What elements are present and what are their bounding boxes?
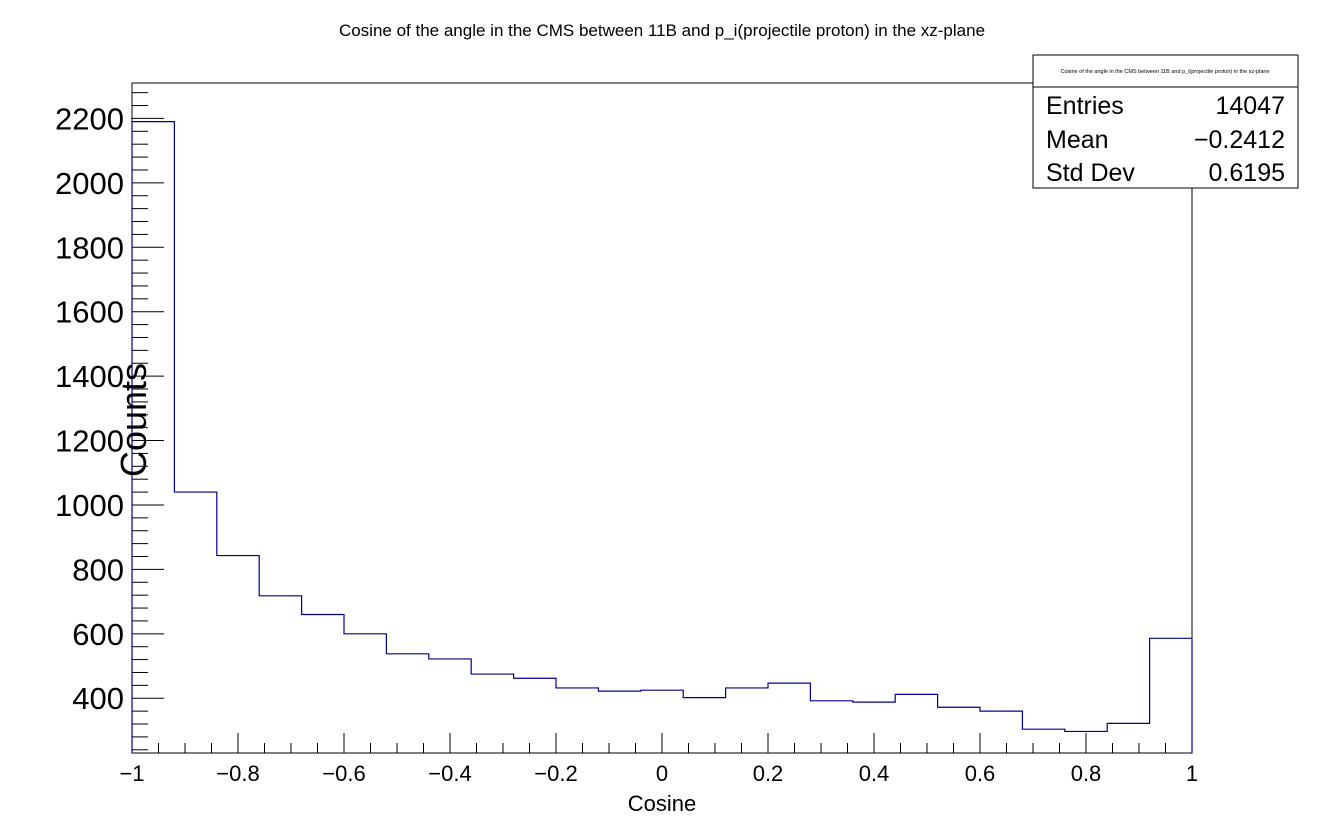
stats-stddev-label: Std Dev [1046,159,1135,187]
histogram-bin [344,634,386,753]
histogram-bin [302,614,344,753]
histogram-series [131,121,1193,753]
stats-box-title: Cosine of the angle in the CMS between 1… [1060,69,1269,75]
x-tick-label: 0.4 [859,761,890,786]
histogram-bin [259,596,301,753]
x-tick-label: 0.2 [753,761,784,786]
y-tick-label: 800 [72,552,124,587]
y-tick-label: 2200 [55,101,124,136]
histogram-bin [598,691,640,753]
x-tick-label: 1 [1186,761,1198,786]
histogram-bin [1022,729,1064,753]
histogram-bin [810,701,852,753]
stats-mean-value: −0.2412 [1194,126,1285,154]
y-tick-label: 1000 [55,488,124,523]
y-tick-label: 400 [72,681,124,716]
y-axis: 400 600 800 1000 1200 1400 1600 1800 2000 2200 [55,92,164,751]
histogram-bin [1107,723,1149,753]
x-tick-label: −0.6 [322,761,365,786]
x-tick-label: −0.8 [216,761,259,786]
stats-entries-label: Entries [1046,92,1124,120]
x-axis: −1 −0.8 −0.6 −0.4 −0.2 0 0.2 0.4 0.6 0.8 1 [119,733,1198,786]
y-tick-label: 1200 [55,424,124,459]
stats-entries-value: 14047 [1215,92,1285,120]
stats-box: Cosine of the angle in the CMS between 1… [1032,54,1299,189]
chart-title: Cosine of the angle in the CMS between 1… [339,21,985,40]
histogram-bins [132,122,1192,753]
y-tick-label: 600 [72,617,124,652]
histogram-bin [683,698,725,753]
y-tick-label: 1400 [55,359,124,394]
histogram-bin [471,674,513,753]
histogram-bin [1150,638,1192,753]
histogram-bin [980,711,1022,753]
stats-mean-label: Mean [1046,126,1109,154]
histogram-bin [768,683,810,753]
y-axis-title: Counts [113,363,154,477]
histogram-bin [938,707,980,753]
x-tick-label: 0 [656,761,668,786]
y-tick-label: 1600 [55,295,124,330]
histogram-bin [217,556,259,753]
stats-box-frame [1032,54,1299,189]
x-tick-label: −0.4 [428,761,471,786]
x-tick-label: −0.2 [534,761,577,786]
histogram-bin [895,694,937,753]
x-tick-label: 0.8 [1071,761,1102,786]
y-tick-label: 2000 [55,166,124,201]
histogram-bin [726,688,768,753]
x-tick-label: 0.6 [965,761,996,786]
histogram-bin [174,492,216,753]
histogram-bin [514,678,556,753]
x-tick-label: −1 [119,761,144,786]
stats-stddev-value: 0.6195 [1209,159,1285,187]
histogram-bin [386,654,428,753]
histogram-bin [556,688,598,753]
x-axis-title: Cosine [628,791,696,816]
y-tick-label: 1800 [55,230,124,265]
